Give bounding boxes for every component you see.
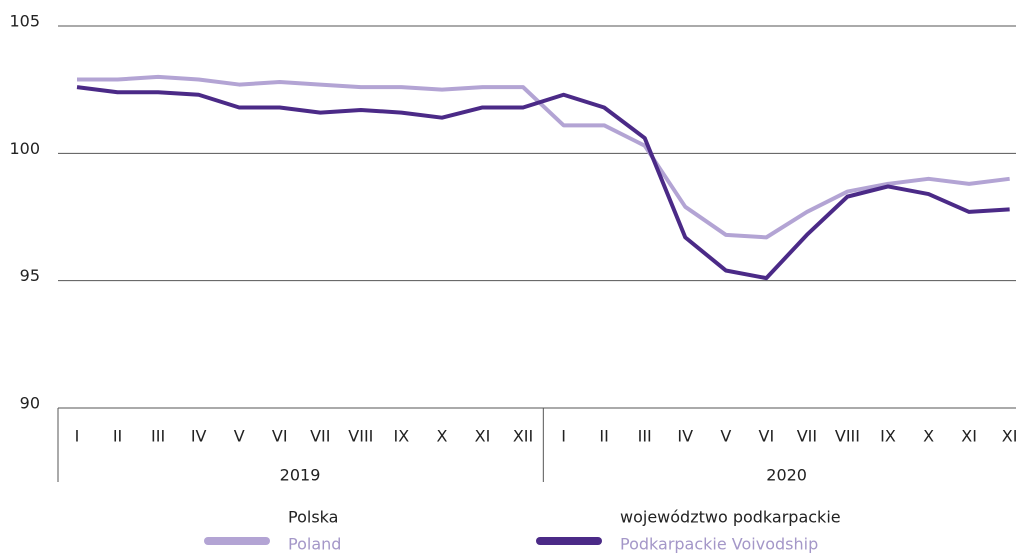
- group-label: 2019: [280, 466, 321, 485]
- x-tick-label: V: [720, 427, 731, 446]
- x-tick-label: II: [599, 427, 608, 446]
- x-tick-label: XII: [513, 427, 533, 446]
- x-tick-label: XI: [475, 427, 491, 446]
- legend-sublabel: Podkarpackie Voivodship: [620, 535, 818, 554]
- group-label: 2020: [766, 466, 807, 485]
- x-tick-label: III: [151, 427, 165, 446]
- legend-label: Polska: [288, 508, 338, 527]
- x-tick-label: XI: [1002, 427, 1016, 446]
- legend-label: województwo podkarpackie: [620, 508, 841, 527]
- series-line: [77, 74, 1010, 240]
- x-tick-label: X: [436, 427, 447, 446]
- y-tick-label: 100: [9, 139, 40, 158]
- x-tick-label: III: [638, 427, 652, 446]
- x-tick-label: XI: [961, 427, 977, 446]
- x-tick-label: VIII: [348, 427, 373, 446]
- x-tick-label: IV: [677, 427, 693, 446]
- x-tick-label: X: [923, 427, 934, 446]
- y-tick-label: 105: [9, 12, 40, 31]
- series-line: [76, 85, 1010, 281]
- x-tick-label: V: [234, 427, 245, 446]
- x-tick-label: VII: [797, 427, 817, 446]
- legend-sublabel: Poland: [288, 535, 341, 554]
- y-tick-label: 90: [20, 394, 40, 413]
- x-tick-label: II: [113, 427, 122, 446]
- x-tick-label: VIII: [835, 427, 860, 446]
- x-tick-label: VI: [759, 427, 775, 446]
- x-tick-label: IX: [880, 427, 896, 446]
- x-tick-label: IX: [394, 427, 410, 446]
- x-tick-label: IV: [191, 427, 207, 446]
- x-tick-label: VII: [310, 427, 330, 446]
- x-tick-label: I: [561, 427, 566, 446]
- x-tick-label: I: [75, 427, 80, 446]
- x-tick-label: VI: [272, 427, 288, 446]
- y-tick-label: 95: [20, 266, 40, 285]
